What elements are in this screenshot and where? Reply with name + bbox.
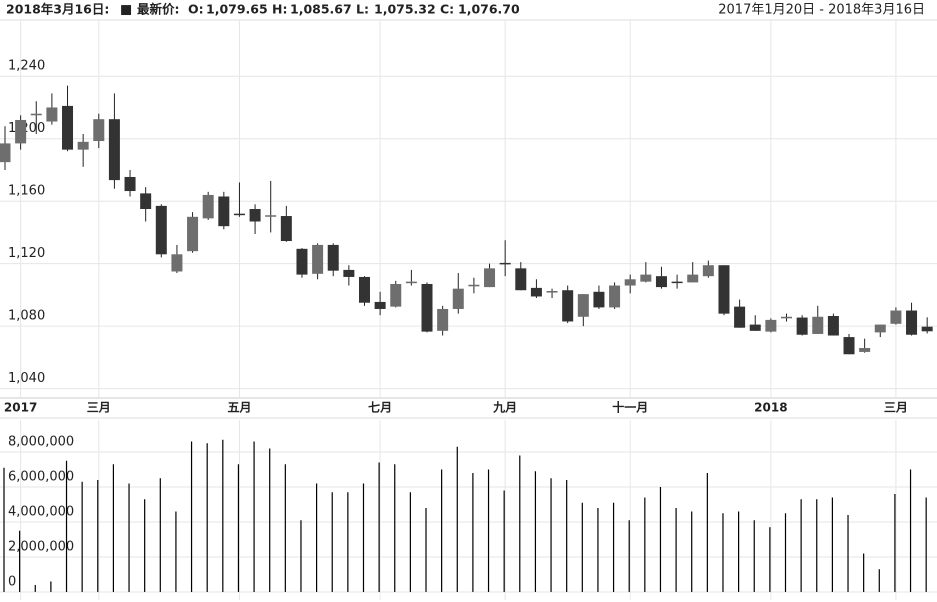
candle-body [655, 276, 667, 288]
candle-body [62, 105, 74, 150]
candle-body [734, 306, 746, 328]
y-tick-label: 0 [8, 574, 16, 589]
y-tick-label: 1,160 [8, 184, 45, 199]
candle-body [421, 283, 433, 332]
candle-body [15, 119, 27, 144]
candle-body [468, 284, 480, 287]
candle-body [437, 308, 449, 331]
candle-body [843, 337, 855, 355]
candle-body [546, 291, 558, 293]
candle-body [374, 301, 386, 309]
candle-body [124, 176, 136, 192]
candle-body [155, 205, 167, 255]
candle-body [46, 107, 58, 122]
candle-body [562, 290, 574, 322]
x-tick-label: 2018 [754, 401, 787, 415]
x-tick-label: 三月 [884, 401, 908, 415]
candle-body [702, 265, 714, 277]
candle-body [687, 274, 699, 283]
x-tick-label: 十一月 [612, 400, 648, 415]
y-tick-label: 1,080 [8, 309, 45, 324]
candle-body [30, 113, 42, 116]
candle-body [358, 276, 370, 303]
candle-body [640, 274, 652, 282]
x-tick-label: 三月 [87, 401, 111, 415]
candle-body [609, 285, 621, 308]
x-tick-label: 九月 [492, 400, 517, 415]
candle-body [577, 294, 589, 317]
candle-body [515, 268, 527, 291]
candle-body [390, 283, 402, 307]
candle-body [671, 281, 683, 284]
candle-body [859, 348, 871, 352]
header-item-label: C: [440, 2, 454, 17]
y-tick-label: 2,000,000 [8, 539, 74, 554]
candle-body [171, 254, 183, 272]
candle-body [0, 143, 11, 163]
candle-body [890, 310, 902, 324]
candle-body [296, 248, 308, 275]
candle-body [265, 215, 277, 217]
candle-body [233, 213, 245, 216]
candle-body [874, 324, 886, 333]
x-tick-label: 2017 [4, 401, 37, 415]
header-range: 2017年1月20日 - 2018年3月16日 [718, 3, 925, 18]
candle-body [484, 268, 496, 288]
candle-body [452, 288, 464, 309]
header-item-label: H: [272, 2, 287, 17]
candle-body [327, 244, 339, 271]
header-latest-label: 最新价: [137, 2, 180, 17]
y-tick-label: 1,040 [8, 371, 45, 386]
candle-body [93, 119, 105, 142]
y-tick-label: 8,000,000 [8, 435, 74, 450]
candle-body [499, 262, 511, 265]
y-tick-label: 4,000,000 [8, 504, 74, 519]
candle-body [280, 216, 292, 242]
candle-body [218, 196, 230, 227]
header-item-label: O: [188, 2, 204, 17]
candle-body [624, 279, 636, 286]
header-item-value: 1,085.67 [290, 2, 352, 17]
candle-body [343, 269, 355, 277]
header-item-label: L: [356, 2, 369, 17]
candle-body [765, 319, 777, 332]
candle-body [827, 315, 839, 336]
x-tick-label: 七月 [368, 401, 392, 415]
candle-body [593, 291, 605, 308]
candle-body [77, 141, 89, 150]
candle-body [906, 310, 918, 335]
candle-body [140, 193, 152, 209]
x-tick-label: 五月 [227, 401, 251, 415]
candle-body [530, 287, 542, 297]
header-item-value: 1,079.65 [206, 2, 268, 17]
candle-body [187, 216, 199, 252]
header-date: 2018年3月16日: [6, 2, 109, 17]
candle-body [405, 281, 417, 284]
header-item-value: 1,075.32 [374, 2, 436, 17]
candle-body [312, 244, 324, 274]
candle-body [781, 316, 792, 319]
candle-body [796, 317, 808, 335]
header-item-value: 1,076.70 [458, 2, 520, 17]
candle-body [108, 119, 120, 181]
y-tick-label: 6,000,000 [8, 469, 74, 484]
header-marker: ■ [120, 3, 132, 18]
candle-body [921, 326, 933, 332]
candle-body [718, 265, 730, 314]
y-tick-label: 1,240 [8, 59, 45, 74]
candle-body [249, 209, 261, 222]
candle-body [749, 324, 761, 331]
candle-body [812, 316, 824, 334]
candle-body [202, 194, 214, 219]
y-tick-label: 1,200 [8, 121, 45, 136]
y-tick-label: 1,120 [8, 246, 45, 261]
